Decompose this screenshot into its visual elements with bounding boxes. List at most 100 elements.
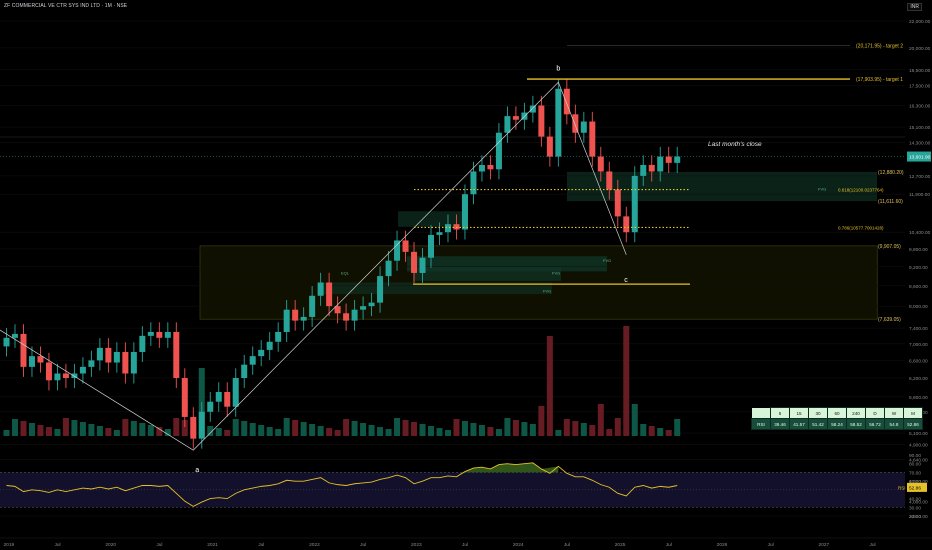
candle-body bbox=[45, 362, 52, 381]
y-tick-label: 10,400.00 bbox=[909, 230, 931, 236]
candle-body bbox=[156, 331, 163, 338]
volume-bar bbox=[334, 430, 341, 436]
candle bbox=[156, 322, 163, 348]
candle-body bbox=[292, 309, 299, 321]
rsi-table-header: W bbox=[884, 407, 904, 419]
candle bbox=[62, 363, 69, 389]
volume-bar bbox=[198, 368, 205, 436]
last-price-tag-bg bbox=[907, 151, 931, 162]
candle-body bbox=[215, 391, 222, 402]
volume-bar bbox=[215, 428, 222, 436]
y-tick-label: 12,700.00 bbox=[909, 174, 931, 180]
candle bbox=[512, 106, 519, 130]
candle bbox=[461, 184, 468, 240]
candle bbox=[546, 126, 553, 167]
candle bbox=[275, 322, 282, 352]
candle-body bbox=[444, 224, 451, 233]
volume-bar bbox=[105, 428, 112, 436]
candle-body bbox=[130, 351, 137, 374]
fvg-tag: FVG bbox=[603, 258, 611, 263]
volume-bar bbox=[572, 421, 579, 436]
candle-body bbox=[597, 156, 604, 172]
target-label: (20,171.95) - target 2 bbox=[856, 43, 903, 49]
volume-bar bbox=[113, 430, 120, 436]
volume-bar bbox=[224, 430, 231, 436]
volume-bar bbox=[461, 421, 468, 436]
y-tick-label: 9,200.00 bbox=[909, 265, 928, 271]
candle-body bbox=[453, 224, 460, 230]
candle-body bbox=[504, 116, 511, 133]
fib-label: 0.618(12100.0237764) bbox=[838, 188, 884, 193]
candle-body bbox=[88, 360, 95, 367]
currency-label[interactable]: INR bbox=[907, 3, 922, 11]
volume-bar bbox=[512, 420, 519, 436]
volume-bar bbox=[665, 430, 672, 436]
x-tick-label: Jul bbox=[360, 542, 366, 548]
candle bbox=[631, 166, 638, 243]
candle-body bbox=[326, 282, 333, 307]
candle bbox=[3, 328, 10, 357]
rsi-table-value: 39.46 bbox=[770, 418, 790, 430]
volume-bar bbox=[258, 425, 265, 436]
volume-bar bbox=[529, 424, 536, 436]
candle bbox=[394, 230, 401, 271]
rsi-y-tick-label: 60.00 bbox=[909, 479, 921, 485]
candle-body bbox=[173, 331, 180, 379]
candle bbox=[428, 225, 434, 268]
rsi-pane: 90.0080.0070.0060.0050.0040.0030.0020.00… bbox=[0, 453, 927, 520]
wave-trendline bbox=[0, 81, 627, 451]
volume-bar bbox=[385, 429, 392, 436]
volume-bar bbox=[156, 427, 163, 436]
volume-bar bbox=[674, 419, 681, 436]
candle-body bbox=[79, 366, 86, 374]
volume-bar bbox=[28, 423, 35, 436]
candle-body bbox=[385, 260, 392, 277]
candle-body bbox=[411, 251, 418, 273]
candle-body bbox=[674, 156, 681, 163]
candle-body bbox=[428, 234, 434, 258]
volume-bar bbox=[232, 419, 239, 436]
candle-body bbox=[419, 257, 426, 273]
x-tick-label: Jul bbox=[462, 542, 468, 548]
rsi-table-header: 5 bbox=[770, 407, 790, 419]
y-tick-label: 11,900.00 bbox=[909, 192, 930, 198]
volume-bar bbox=[11, 419, 18, 436]
rsi-table-header: 60 bbox=[827, 407, 847, 419]
candle-body bbox=[300, 316, 307, 321]
y-tick-label: 7,400.00 bbox=[909, 326, 928, 332]
volume-bar bbox=[300, 422, 307, 436]
volume-bar bbox=[377, 427, 384, 436]
candle-body bbox=[657, 156, 664, 172]
volume-bar bbox=[521, 422, 528, 436]
wave-label-c: c bbox=[624, 277, 628, 284]
volume-bar bbox=[130, 421, 137, 436]
candle bbox=[54, 363, 61, 391]
candle-body bbox=[470, 171, 477, 195]
volume-bar bbox=[326, 428, 333, 436]
candle bbox=[326, 272, 333, 317]
candle-body bbox=[351, 309, 358, 321]
volume-bar bbox=[555, 430, 562, 436]
rsi-table-header-row: 5 15 30 60 240 D W M bbox=[751, 407, 923, 419]
rsi-table-value: 56.72 bbox=[865, 418, 885, 430]
x-tick-label: Jul bbox=[768, 542, 774, 548]
rsi-pane-title: RSI bbox=[898, 485, 906, 490]
volume-bar bbox=[428, 426, 434, 436]
rsi-line bbox=[6, 462, 678, 507]
wave-label-b: b bbox=[556, 65, 560, 72]
rsi-last-tag-bg bbox=[907, 482, 927, 492]
y-tick-label: 5,100.00 bbox=[909, 431, 928, 437]
candle bbox=[657, 146, 664, 182]
y-tick-label: 5,800.00 bbox=[909, 395, 928, 401]
chart-title: ZF COMMERCIAL VE CTR SYS IND LTD · 1M · … bbox=[4, 3, 128, 9]
volume-bar bbox=[623, 326, 630, 436]
candle bbox=[572, 104, 579, 143]
candle bbox=[79, 357, 86, 384]
rsi-y-tick-label: 40.00 bbox=[909, 497, 921, 503]
candle-body bbox=[334, 306, 341, 314]
candle-body bbox=[309, 295, 316, 317]
candle bbox=[105, 338, 112, 373]
fib-label: 0.786(10577.7001428) bbox=[838, 225, 884, 230]
volume-bar bbox=[648, 426, 655, 436]
